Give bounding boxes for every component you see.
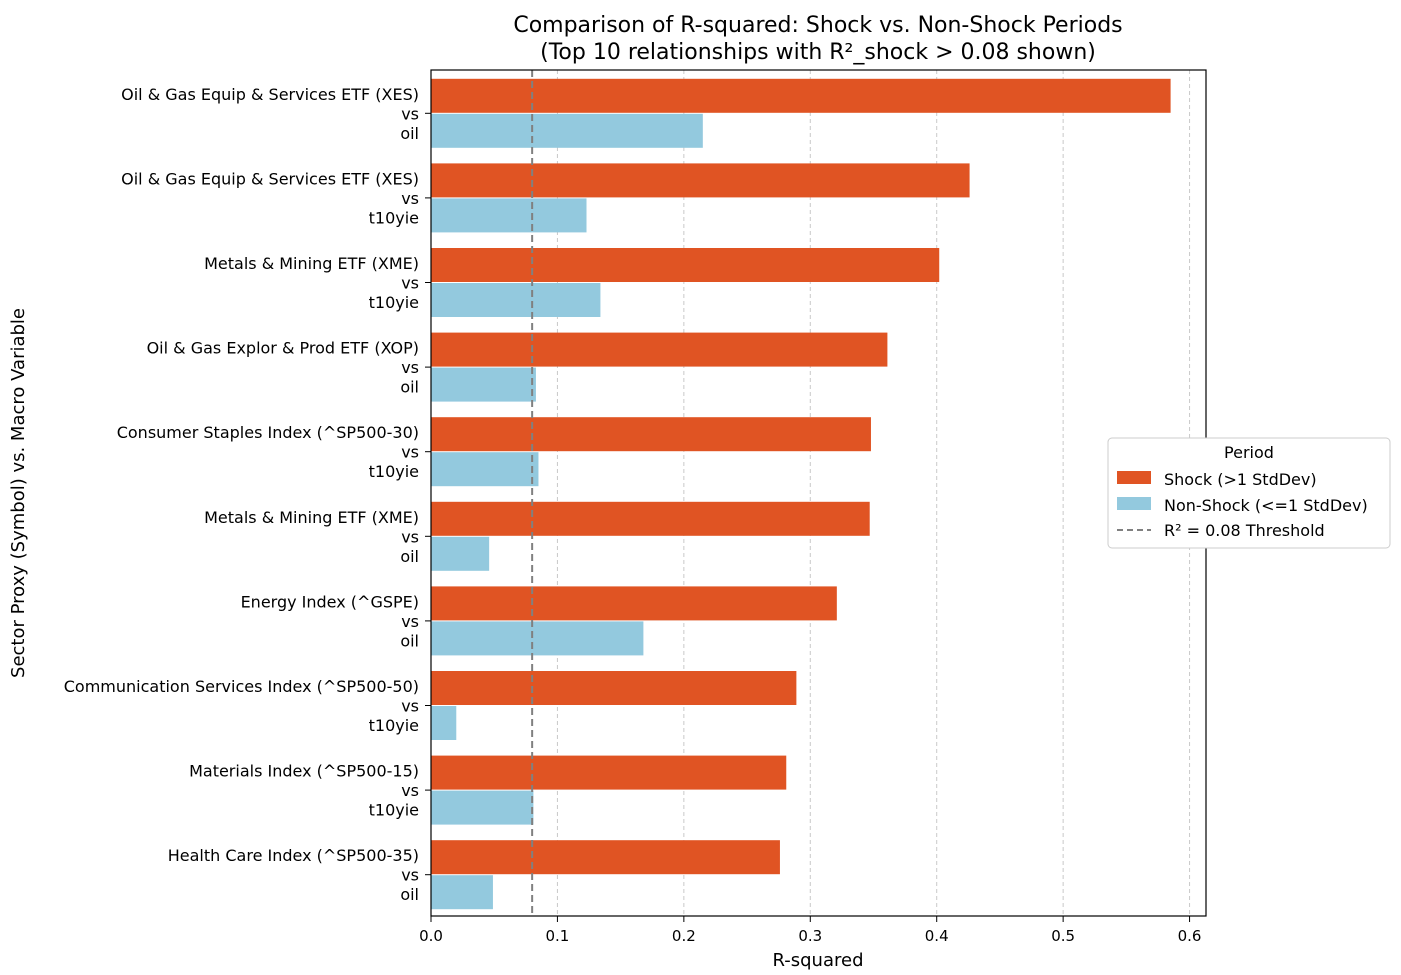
y-tick-label: t10yie bbox=[369, 716, 419, 735]
y-tick-label: vs bbox=[401, 104, 419, 123]
chart-title-line2: (Top 10 relationships with R²_shock > 0.… bbox=[540, 40, 1096, 65]
y-tick-label: Metals & Mining ETF (XME) bbox=[204, 508, 419, 527]
bar-non-shock bbox=[431, 790, 534, 825]
x-tick-label: 0.6 bbox=[1178, 927, 1202, 945]
chart-title-line1: Comparison of R-squared: Shock vs. Non-S… bbox=[513, 13, 1122, 38]
bars bbox=[431, 78, 1171, 910]
bar-shock bbox=[431, 417, 871, 452]
y-tick-label: t10yie bbox=[369, 462, 419, 481]
x-tick-label: 0.2 bbox=[672, 927, 696, 945]
bar-non-shock bbox=[431, 706, 457, 740]
bar-shock bbox=[431, 671, 797, 705]
bar-non-shock bbox=[431, 283, 601, 317]
y-tick-label: oil bbox=[400, 631, 419, 650]
x-axis-label: R-squared bbox=[772, 950, 863, 971]
bar-shock bbox=[431, 248, 940, 282]
y-tick-label: vs bbox=[401, 866, 419, 885]
bar-non-shock bbox=[431, 452, 539, 487]
x-tick-label: 0.4 bbox=[925, 927, 949, 945]
bar-non-shock bbox=[431, 875, 493, 910]
x-tick-label: 0.1 bbox=[545, 927, 569, 945]
y-tick-label: Communication Services Index (^SP500-50) bbox=[64, 677, 419, 696]
y-tick-label: oil bbox=[400, 547, 419, 566]
bar-non-shock bbox=[431, 198, 587, 233]
bar-shock bbox=[431, 586, 837, 621]
bar-shock bbox=[431, 78, 1171, 113]
bar-shock bbox=[431, 501, 870, 536]
legend-label-shock: Shock (>1 StdDev) bbox=[1164, 470, 1317, 489]
y-tick-label: vs bbox=[401, 443, 419, 462]
bar-non-shock bbox=[431, 621, 644, 656]
legend-label-threshold: R² = 0.08 Threshold bbox=[1164, 521, 1325, 540]
y-tick-label: vs bbox=[401, 358, 419, 377]
y-axis-label: Sector Proxy (Symbol) vs. Macro Variable bbox=[8, 308, 29, 678]
y-tick-label: Consumer Staples Index (^SP500-30) bbox=[117, 423, 419, 442]
y-tick-label: oil bbox=[400, 885, 419, 904]
bar-shock bbox=[431, 840, 780, 875]
bar-shock bbox=[431, 755, 787, 790]
bar-non-shock bbox=[431, 367, 536, 402]
bar-shock bbox=[431, 332, 888, 367]
legend-label-non-shock: Non-Shock (<=1 StdDev) bbox=[1164, 496, 1368, 515]
x-tick-label: 0.5 bbox=[1051, 927, 1075, 945]
x-tick-label: 0.0 bbox=[419, 927, 443, 945]
bar-shock bbox=[431, 163, 970, 198]
x-axis: 0.0 0.1 0.2 0.3 0.4 0.5 0.6 bbox=[419, 916, 1201, 945]
legend-title: Period bbox=[1224, 443, 1274, 462]
y-tick-label: vs bbox=[401, 274, 419, 293]
y-tick-label: vs bbox=[401, 189, 419, 208]
legend-swatch-shock bbox=[1117, 471, 1151, 484]
y-tick-label: vs bbox=[401, 527, 419, 546]
y-tick-label: t10yie bbox=[369, 293, 419, 312]
y-axis: Oil & Gas Equip & Services ETF (XES)vsoi… bbox=[64, 85, 431, 904]
legend: Period Shock (>1 StdDev) Non-Shock (<=1 … bbox=[1107, 437, 1391, 549]
y-tick-label: t10yie bbox=[369, 801, 419, 820]
x-tick-label: 0.3 bbox=[798, 927, 822, 945]
y-tick-label: Metals & Mining ETF (XME) bbox=[204, 254, 419, 273]
y-tick-label: oil bbox=[400, 124, 419, 143]
y-tick-label: t10yie bbox=[369, 208, 419, 227]
y-tick-label: Oil & Gas Equip & Services ETF (XES) bbox=[121, 169, 419, 188]
y-tick-label: vs bbox=[401, 612, 419, 631]
y-tick-label: Energy Index (^GSPE) bbox=[241, 592, 419, 611]
y-tick-label: Oil & Gas Equip & Services ETF (XES) bbox=[121, 85, 419, 104]
y-tick-label: vs bbox=[401, 697, 419, 716]
y-tick-label: Oil & Gas Explor & Prod ETF (XOP) bbox=[147, 339, 419, 358]
bar-non-shock bbox=[431, 113, 703, 148]
y-tick-label: Health Care Index (^SP500-35) bbox=[168, 846, 419, 865]
bar-non-shock bbox=[431, 536, 490, 571]
y-tick-label: Materials Index (^SP500-15) bbox=[189, 762, 419, 781]
legend-swatch-non-shock bbox=[1117, 497, 1151, 510]
legend-box bbox=[1107, 437, 1391, 549]
y-tick-label: oil bbox=[400, 378, 419, 397]
y-tick-label: vs bbox=[401, 781, 419, 800]
